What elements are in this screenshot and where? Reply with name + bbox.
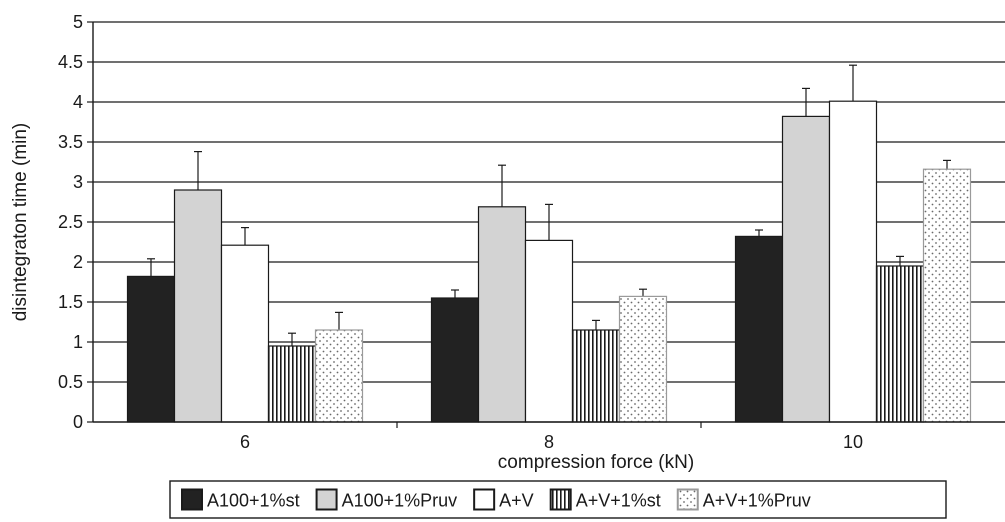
legend-swatch [676, 488, 699, 511]
y-tick-label: 0.5 [58, 372, 83, 392]
y-tick-label: 4.5 [58, 52, 83, 72]
x-tick-label: 6 [240, 432, 250, 452]
legend-swatch [315, 488, 338, 511]
bar [875, 265, 925, 423]
bar [267, 345, 317, 423]
y-tick-label: 2 [73, 252, 83, 272]
y-tick-label: 4 [73, 92, 83, 112]
bar [524, 239, 574, 423]
legend-label: A+V [499, 491, 534, 511]
legend-label: A+V+1%st [576, 491, 661, 511]
y-tick-label: 5 [73, 12, 83, 32]
legend-swatch [181, 488, 203, 511]
axes [87, 21, 1005, 428]
bar [571, 329, 621, 423]
x-tick-label: 8 [544, 432, 554, 452]
bar [828, 100, 878, 423]
bar [618, 295, 668, 423]
bar [922, 168, 972, 423]
x-tick-label: 10 [843, 432, 863, 452]
y-tick-label: 0 [73, 412, 83, 432]
bars [126, 64, 972, 423]
legend-label: A100+1%Pruv [342, 491, 458, 511]
y-axis-title: disintegraton time (min) [10, 123, 31, 322]
y-tick-label: 1 [73, 332, 83, 352]
bar [126, 275, 176, 423]
legend-swatch [473, 488, 496, 511]
legend-label: A+V+1%Pruv [703, 491, 811, 511]
bar [173, 189, 223, 423]
bar [477, 206, 527, 423]
bar [314, 329, 364, 423]
legend-swatch [549, 488, 572, 511]
bar [781, 115, 831, 423]
x-axis-title: compression force (kN) [498, 452, 694, 473]
legend-label: A100+1%st [207, 491, 300, 511]
bar [734, 235, 784, 423]
y-tick-label: 2.5 [58, 212, 83, 232]
tick-labels: 0 0.5 1 1.5 2 2.5 3 3.5 4 4.5 5 6 8 10 [58, 12, 863, 452]
legend: A100+1%st A100+1%Pruv A+V A+V+1%st A+V+1%Pru… [169, 480, 947, 519]
y-tick-label: 3 [73, 172, 83, 192]
y-tick-label: 3.5 [58, 132, 83, 152]
y-tick-label: 1.5 [58, 292, 83, 312]
bar [430, 297, 480, 423]
bar [220, 244, 270, 423]
